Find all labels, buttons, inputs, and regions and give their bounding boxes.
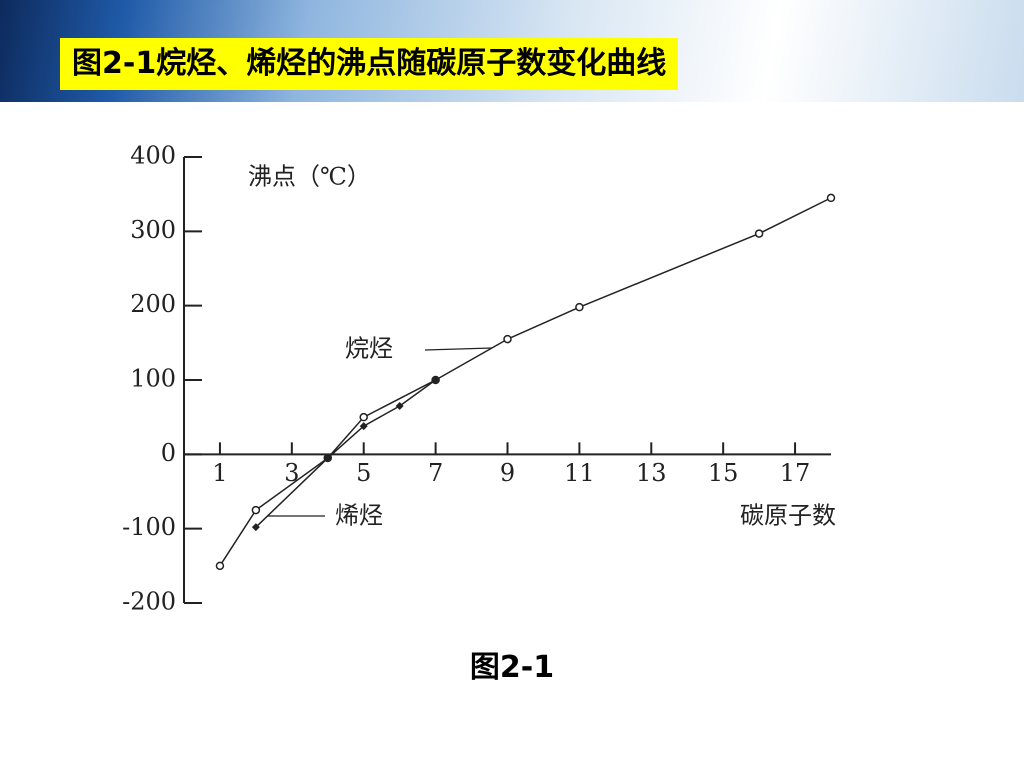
x-tick-label: 1 <box>212 459 227 487</box>
x-tick-label: 13 <box>636 459 667 487</box>
point <box>826 193 836 203</box>
x-tick-label: 3 <box>284 459 299 487</box>
x-tick-label: 11 <box>564 459 595 487</box>
point <box>431 376 440 384</box>
x-tick-label: 15 <box>708 459 739 487</box>
point <box>359 422 368 431</box>
y-tick-label: -100 <box>122 513 176 541</box>
x-tick-label: 5 <box>356 459 371 487</box>
y-tick-label: 100 <box>130 365 176 393</box>
y-tick-label: -200 <box>122 588 176 616</box>
point <box>323 454 332 463</box>
figure-caption: 图2-1 <box>469 650 555 685</box>
point <box>575 302 584 312</box>
y-tick-label: 200 <box>130 290 176 318</box>
series-label: 烯烃 <box>335 502 383 530</box>
point <box>754 229 764 238</box>
slide-title: 图2-1烷烃、烯烃的沸点随碳原子数变化曲线 <box>60 38 679 90</box>
point <box>251 505 261 515</box>
x-tick-label: 9 <box>500 459 515 487</box>
point <box>503 334 512 344</box>
x-tick-label: 17 <box>780 459 811 487</box>
point <box>359 412 368 422</box>
point <box>215 561 225 571</box>
point <box>251 523 260 532</box>
x-tick-label: 7 <box>428 459 443 487</box>
y-tick-label: 400 <box>130 142 176 170</box>
y-axis-title: 沸点（℃） <box>248 163 371 191</box>
y-tick-label: 0 <box>161 439 176 467</box>
x-axis-title: 碳原子数 <box>740 502 836 530</box>
leader-line <box>424 347 493 351</box>
series-label: 烷烃 <box>345 335 393 363</box>
point <box>395 402 404 411</box>
y-tick-label: 300 <box>130 216 176 244</box>
